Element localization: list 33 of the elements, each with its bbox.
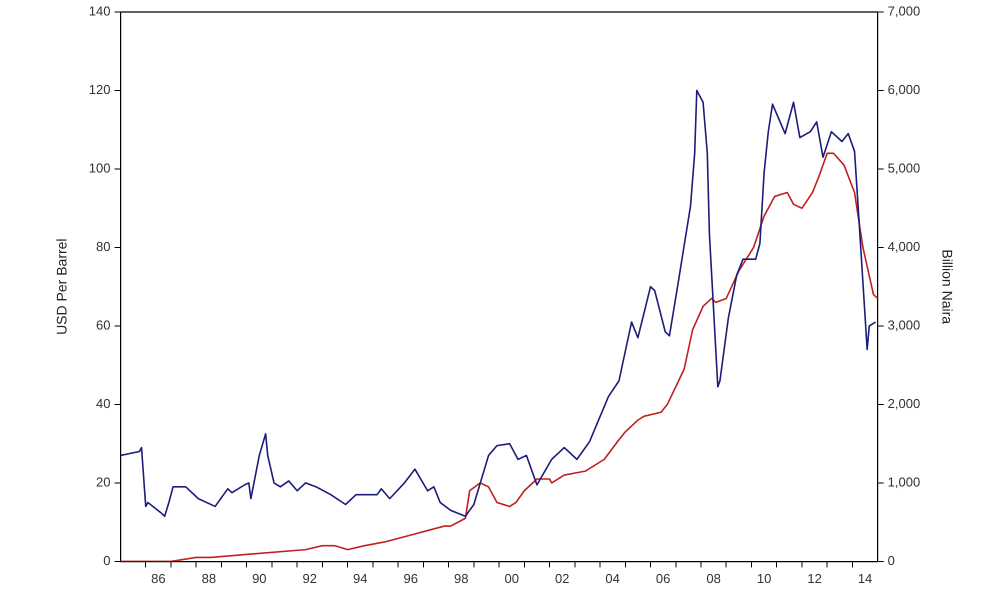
- x-tick-label: 12: [807, 570, 822, 586]
- y-tick-label: 20: [96, 474, 110, 490]
- y2-tick-label: 3,000: [888, 318, 920, 333]
- x-tick-label: 96: [404, 570, 418, 586]
- y2-tick-label: 4,000: [888, 239, 920, 254]
- x-tick-label: 98: [454, 570, 468, 586]
- y-tick-label: 140: [88, 4, 110, 19]
- y2-tick-label: 7,000: [888, 4, 920, 19]
- y-tick-label: 100: [88, 160, 110, 176]
- y-tick-label: 40: [96, 396, 110, 412]
- x-tick-label: 90: [252, 570, 267, 586]
- x-tick-label: 06: [656, 570, 670, 586]
- x-tick-label: 94: [353, 570, 368, 586]
- y-tick-label: 60: [96, 318, 110, 333]
- x-tick-label: 88: [202, 570, 216, 586]
- y2-tick-label: 2,000: [888, 396, 920, 412]
- y-tick-label: 0: [103, 552, 110, 568]
- y2-axis-title: Billion Naira: [940, 249, 956, 324]
- y2-tick-label: 5,000: [888, 160, 920, 176]
- x-tick-label: 10: [756, 570, 772, 586]
- y-tick-label: 120: [88, 82, 110, 98]
- y2-tick-label: 1,000: [888, 474, 920, 490]
- x-tick-label: 04: [605, 570, 620, 586]
- x-tick-label: 92: [302, 570, 318, 586]
- x-tick-label: 86: [151, 570, 166, 586]
- y-tick-label: 80: [96, 239, 110, 254]
- x-tick-label: 02: [554, 570, 570, 586]
- x-tick-label: 08: [706, 570, 721, 586]
- y2-tick-label: 6,000: [888, 82, 920, 98]
- x-tick-label: 00: [504, 570, 519, 586]
- y2-tick-label: 0: [888, 552, 895, 568]
- x-tick-label: 14: [858, 570, 872, 586]
- y-axis-title: USD Per Barrel: [53, 238, 70, 335]
